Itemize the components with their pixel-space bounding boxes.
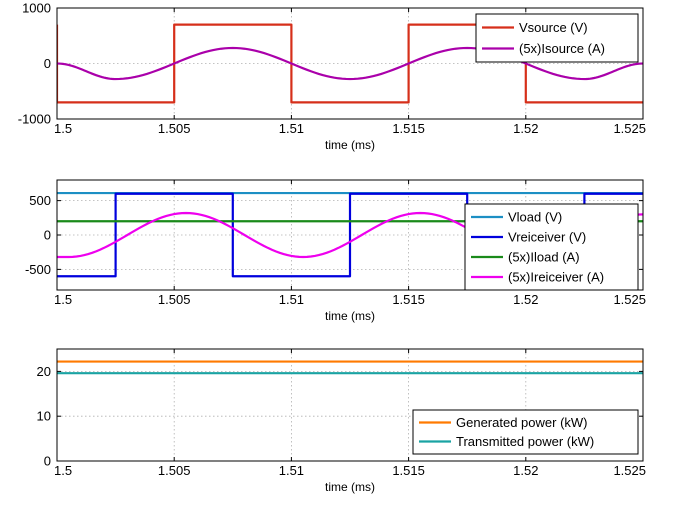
- x-tick-label: 1.515: [392, 292, 425, 307]
- legend-entry: Vreiceiver (V): [508, 230, 586, 245]
- x-tick-label: 1.525: [613, 292, 646, 307]
- legend-entry: (5x)Isource (A): [519, 41, 605, 56]
- legend: Vsource (V) (5x)Isource (A): [476, 14, 638, 62]
- legend-entry: Transmitted power (kW): [456, 434, 594, 449]
- x-tick-label: 1.51: [279, 463, 304, 478]
- x-tick-label: 1.505: [158, 121, 191, 136]
- x-tick-label: 1.5: [54, 121, 72, 136]
- y-tick-label: 0: [44, 454, 51, 469]
- x-tick-label: 1.505: [158, 463, 191, 478]
- y-tick-label: 0: [44, 56, 51, 71]
- y-tick-label: 1000: [22, 1, 51, 16]
- y-tick-label: -1000: [18, 112, 51, 127]
- y-tick-label: 20: [37, 364, 51, 379]
- y-tick-label: 10: [37, 409, 51, 424]
- legend: Generated power (kW) Transmitted power (k…: [413, 410, 638, 454]
- legend-entry: (5x)Iload (A): [508, 250, 580, 265]
- x-axis-label: time (ms): [325, 138, 375, 152]
- legend: Vload (V) Vreiceiver (V) (5x)Iload (A) (5x)…: [465, 204, 638, 290]
- legend-entry: Vload (V): [508, 210, 562, 225]
- x-axis-label: time (ms): [325, 309, 375, 323]
- chart-panel-2: 1.5 1.505 1.51 1.515 1.52 1.525 -500 0 500 time (…: [25, 180, 646, 323]
- chart-panel-3: 1.5 1.505 1.51 1.515 1.52 1.525 0 10 20 time (ms)…: [37, 349, 646, 494]
- x-tick-label: 1.51: [279, 292, 304, 307]
- x-tick-label: 1.52: [513, 121, 538, 136]
- legend-entry: Vsource (V): [519, 20, 588, 35]
- x-tick-label: 1.5: [54, 463, 72, 478]
- x-tick-label: 1.51: [279, 121, 304, 136]
- x-tick-label: 1.515: [392, 121, 425, 136]
- x-tick-label: 1.515: [392, 463, 425, 478]
- legend-entry: Generated power (kW): [456, 415, 588, 430]
- legend-entry: (5x)Ireiceiver (A): [508, 270, 604, 285]
- x-tick-label: 1.525: [613, 463, 646, 478]
- y-tick-label: -500: [25, 262, 51, 277]
- x-tick-label: 1.505: [158, 292, 191, 307]
- x-tick-label: 1.52: [513, 463, 538, 478]
- x-tick-label: 1.525: [613, 121, 646, 136]
- x-tick-label: 1.5: [54, 292, 72, 307]
- y-tick-label: 0: [44, 228, 51, 243]
- chart-panel-1: 1.5 1.505 1.51 1.515 1.52 1.525 -1000 0 1000 time…: [18, 1, 646, 153]
- x-axis-label: time (ms): [325, 480, 375, 494]
- x-tick-label: 1.52: [513, 292, 538, 307]
- y-tick-label: 500: [29, 193, 51, 208]
